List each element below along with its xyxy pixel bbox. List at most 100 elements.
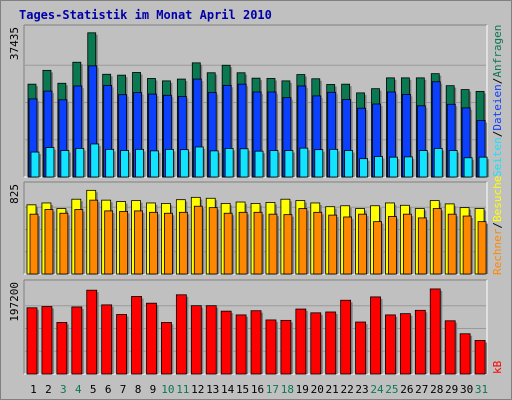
bar-rechner — [313, 211, 324, 275]
x-tick-label: 3 — [60, 383, 67, 396]
x-tick-label: 14 — [221, 383, 235, 396]
bar-seiten — [239, 148, 251, 178]
bar-rechner — [223, 212, 235, 275]
bar-rechner — [134, 210, 145, 275]
bar-kb — [146, 302, 159, 375]
bar-rechner — [104, 210, 115, 275]
x-tick-label: 11 — [176, 383, 189, 396]
bar-rechner — [417, 217, 429, 275]
bar-rechner — [283, 214, 294, 275]
bar-kb — [444, 320, 458, 375]
bar-rechner — [402, 213, 414, 275]
bar-kb — [280, 319, 293, 375]
bar-seiten — [75, 148, 86, 178]
bar-kb — [265, 319, 278, 375]
bar-rechner — [462, 215, 474, 275]
bar-kb — [101, 304, 114, 375]
x-tick-label: 20 — [311, 383, 324, 396]
x-tick-label: 12 — [191, 383, 204, 396]
bar-kb — [86, 289, 99, 375]
bar-kb — [295, 308, 308, 375]
bar-seiten — [359, 158, 370, 178]
bar-rechner — [164, 212, 175, 275]
legend-part: / — [491, 78, 504, 85]
bar-kb — [340, 299, 353, 375]
x-tick-label: 6 — [105, 383, 112, 396]
bar-kb — [41, 306, 54, 375]
legend-part: Dateien — [491, 84, 504, 130]
bar-seiten — [60, 150, 71, 178]
x-tick-label: 19 — [296, 383, 309, 396]
bar-kb — [385, 314, 398, 375]
bar-kb — [116, 314, 129, 375]
bar-rechner — [59, 212, 70, 275]
bar-seiten — [299, 147, 310, 178]
bar-seiten — [389, 156, 400, 178]
bar-rechner — [29, 213, 40, 275]
bar-seiten — [120, 150, 131, 178]
x-tick-label: 26 — [400, 383, 413, 396]
bar-rechner — [432, 208, 444, 275]
bar-seiten — [463, 157, 475, 178]
bar-seiten — [284, 150, 295, 178]
bar-kb — [325, 311, 338, 375]
bar-rechner — [328, 214, 339, 275]
legend-part: / — [491, 222, 504, 229]
x-tick-label: 13 — [206, 383, 219, 396]
bar-seiten — [344, 150, 355, 178]
bar-rechner — [268, 213, 279, 275]
x-tick-label: 28 — [430, 383, 443, 396]
bar-seiten — [478, 156, 490, 178]
bar-kb — [429, 288, 443, 375]
bar-seiten — [314, 149, 325, 178]
bar-kb — [71, 306, 84, 375]
legend-2: kB — [491, 360, 504, 374]
bar-kb — [56, 322, 69, 375]
bar-rechner — [149, 211, 160, 275]
bar-seiten — [269, 150, 280, 178]
chart-title: Tages-Statistik im Monat April 2010 — [19, 8, 272, 22]
y-max-label: 825 — [8, 184, 21, 204]
bar-seiten — [90, 143, 101, 178]
bar-kb — [310, 312, 323, 375]
bar-seiten — [418, 150, 430, 178]
x-tick-label: 9 — [150, 383, 157, 396]
bar-rechner — [373, 221, 384, 275]
legend-0: Seiten/Dateien/Anfragen — [491, 25, 504, 177]
bar-seiten — [254, 150, 266, 178]
bar-kb — [414, 309, 428, 375]
bar-seiten — [433, 148, 445, 178]
x-tick-label: 5 — [90, 383, 97, 396]
x-tick-label: 1 — [30, 383, 37, 396]
x-tick-label: 2 — [45, 383, 52, 396]
x-tick-label: 16 — [251, 383, 264, 396]
bar-seiten — [135, 148, 146, 178]
legend-1: Rechner/Besuche — [491, 176, 504, 275]
legend-part: Besuche — [491, 176, 504, 222]
bar-seiten — [329, 148, 340, 178]
x-tick-label: 31 — [475, 383, 488, 396]
x-tick-label: 21 — [326, 383, 339, 396]
bar-rechner — [447, 213, 459, 275]
bar-rechner — [44, 209, 55, 275]
y-max-label: 197200 — [8, 282, 21, 322]
bar-rechner — [238, 211, 250, 275]
bar-rechner — [388, 216, 399, 275]
bar-seiten — [374, 156, 385, 178]
bar-kb — [459, 333, 473, 375]
x-tick-label: 27 — [415, 383, 428, 396]
x-tick-label: 15 — [236, 383, 249, 396]
x-tick-label: 30 — [460, 383, 473, 396]
bar-seiten — [194, 146, 206, 178]
bar-kb — [161, 322, 174, 375]
x-tick-label: 17 — [266, 383, 279, 396]
bar-seiten — [150, 150, 161, 178]
bar-seiten — [209, 150, 221, 178]
bar-kb — [190, 305, 204, 375]
bar-kb — [26, 307, 39, 375]
x-tick-label: 24 — [370, 383, 384, 396]
bar-rechner — [74, 209, 85, 275]
bar-kb — [131, 296, 144, 375]
x-tick-label: 29 — [445, 383, 458, 396]
